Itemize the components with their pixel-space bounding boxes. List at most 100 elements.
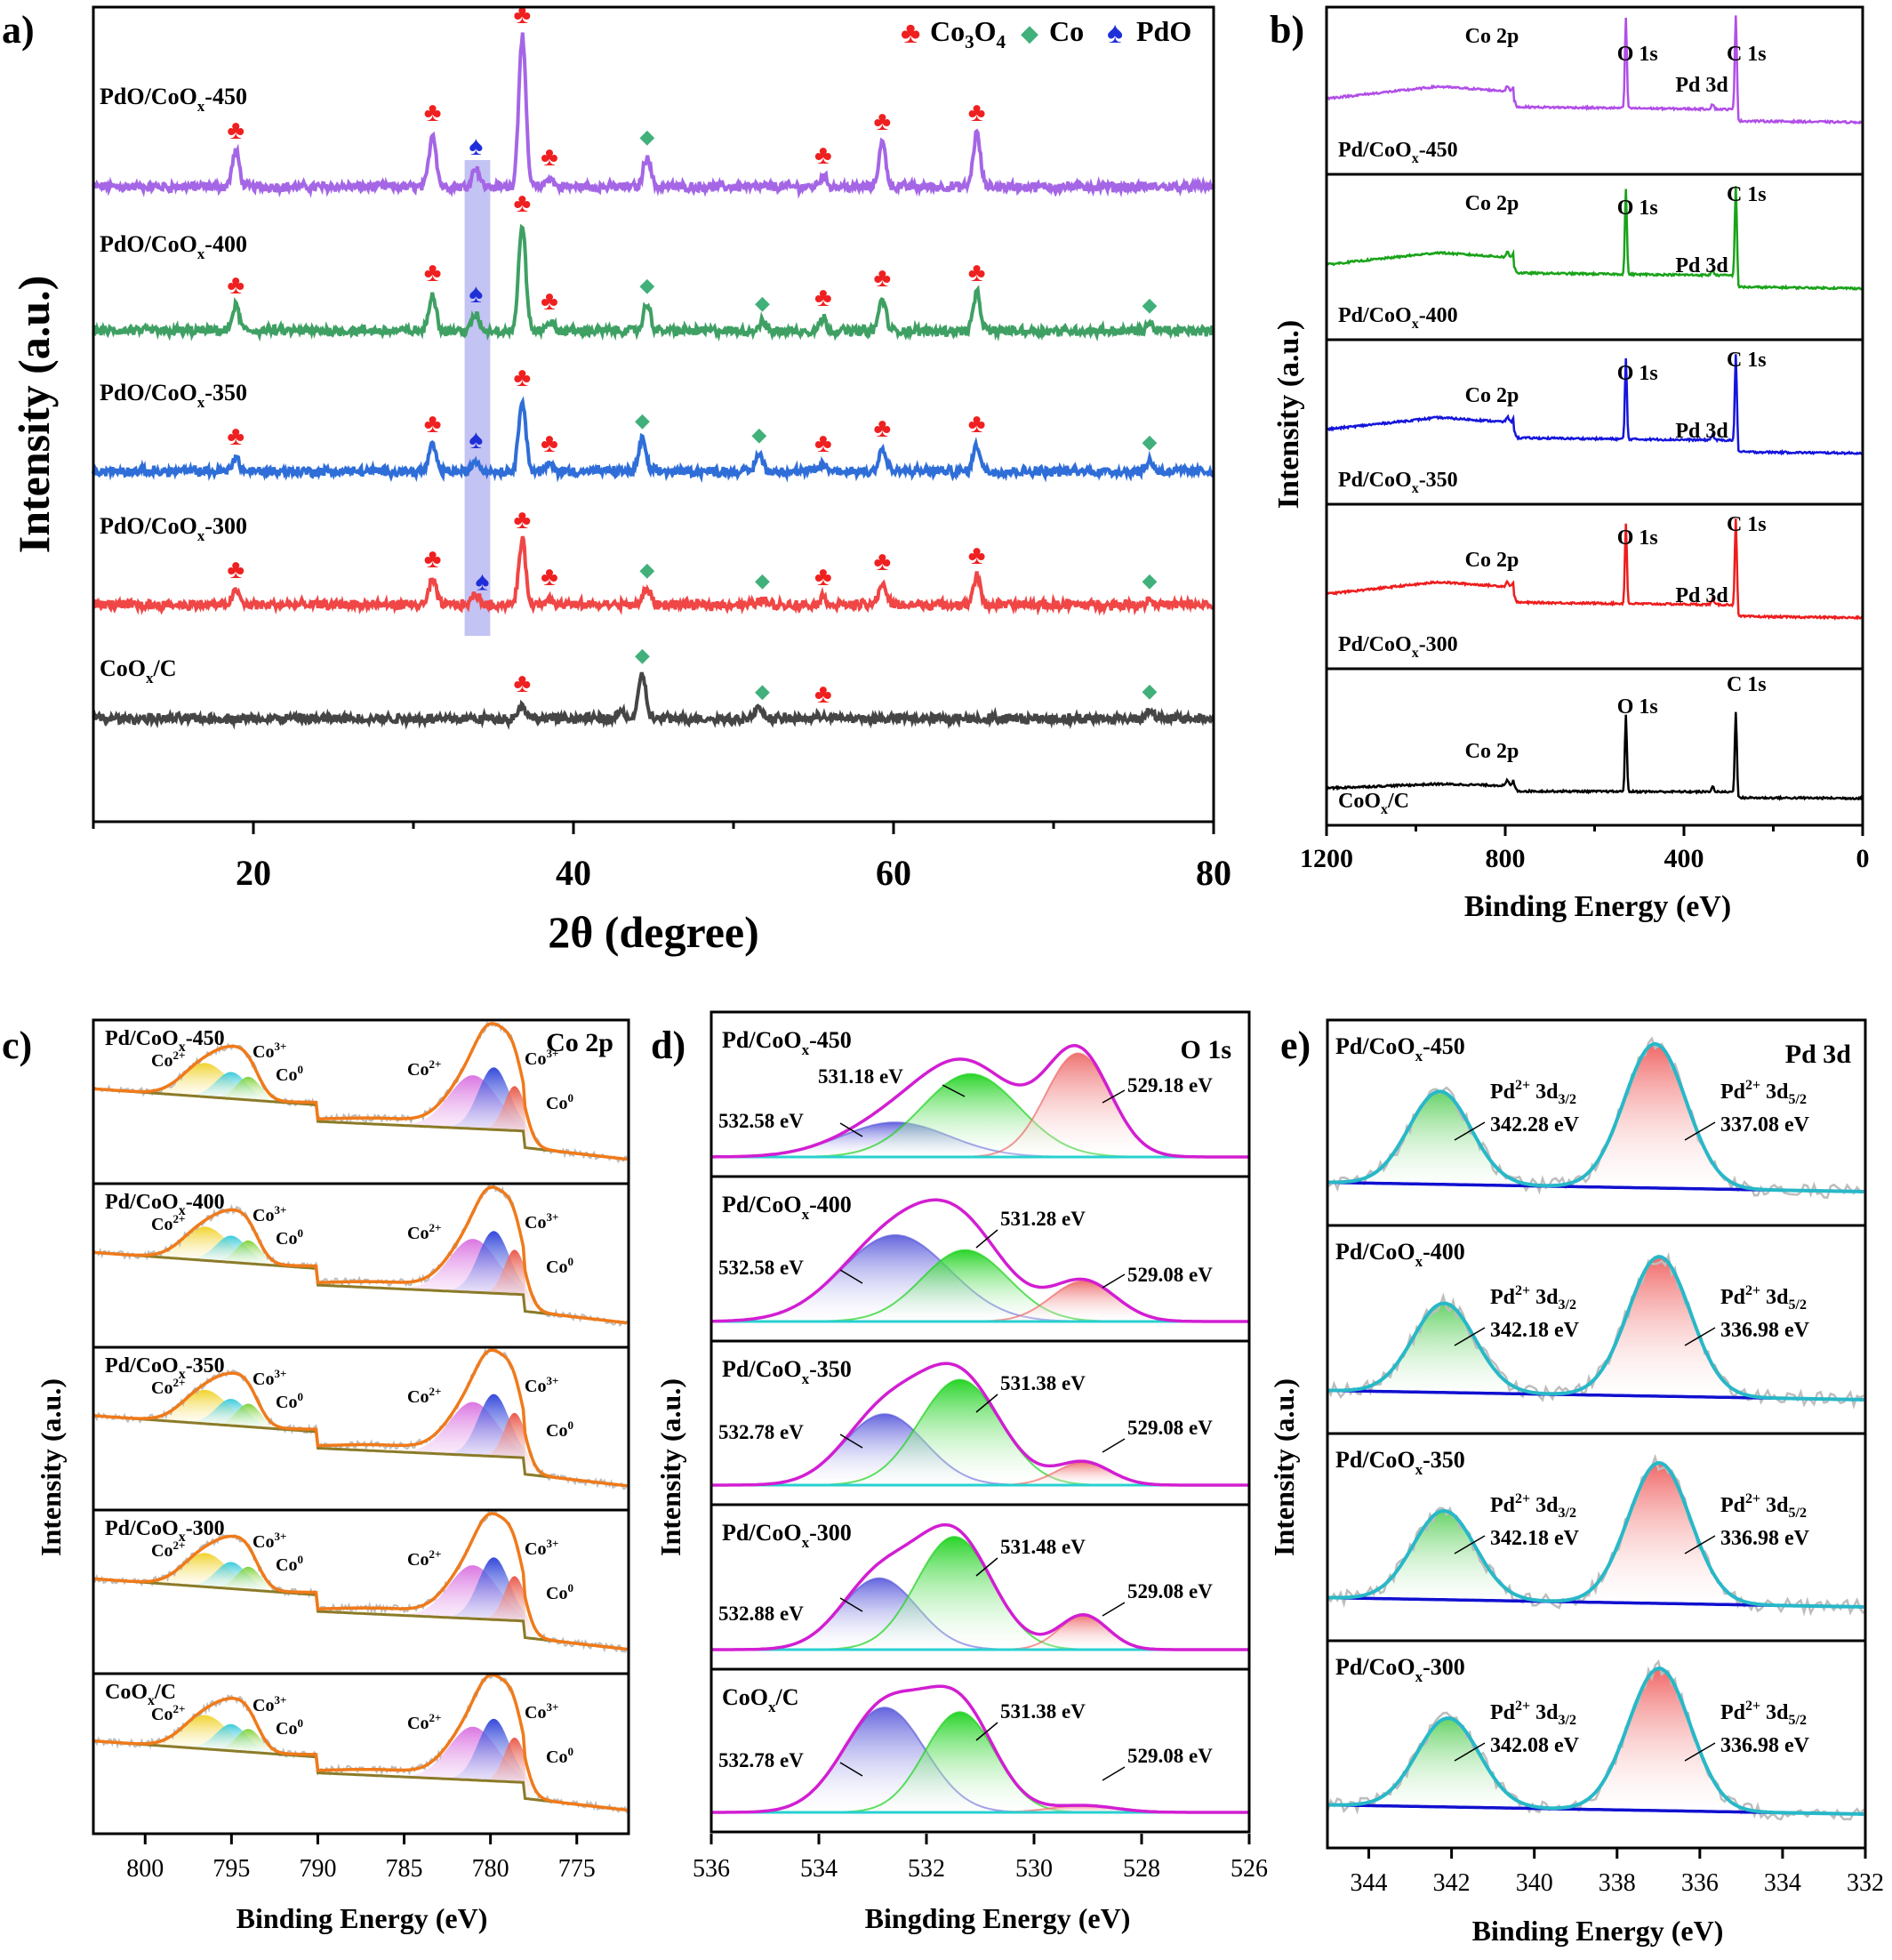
xrd-peak-marker-diamond: ◆ bbox=[751, 423, 766, 446]
panel-b-label: b) bbox=[1270, 8, 1304, 52]
o1s-peak-label: 532.58 eV bbox=[718, 1110, 804, 1132]
survey-peak-label: O 1s bbox=[1617, 197, 1658, 220]
pd3d-peak-species: Pd2+ 3d3/2 bbox=[1490, 1491, 1576, 1521]
pd3d-peak-leader bbox=[1454, 1535, 1486, 1554]
pd3d-series-label: Pd/CoOx-450 bbox=[1335, 1033, 1465, 1064]
xrd-peak-marker-club: ♣ bbox=[874, 547, 892, 576]
o1s-tick-label: 534 bbox=[800, 1855, 838, 1883]
survey-series-label: CoOx/C bbox=[1338, 790, 1409, 817]
xrd-peak-marker-diamond: ◆ bbox=[1142, 679, 1158, 702]
legend-co3o4-marker: ♣ bbox=[901, 17, 920, 50]
xrd-peak-marker-club: ♣ bbox=[514, 505, 532, 534]
o1s-peak-label: 531.18 eV bbox=[818, 1065, 903, 1088]
co2p-subframe bbox=[92, 1672, 630, 1835]
xrd-peak-marker-club: ♣ bbox=[814, 679, 832, 709]
o1s-peak-leader bbox=[975, 1557, 998, 1577]
o1s-series-label: Pd/CoOx-400 bbox=[722, 1192, 852, 1223]
survey-curve bbox=[1326, 354, 1863, 456]
co2p-envelope bbox=[92, 1022, 628, 1161]
pd3d-tick-label: 334 bbox=[1764, 1869, 1801, 1897]
xrd-peak-marker-diamond: ◆ bbox=[1142, 430, 1158, 453]
panel-e-frames bbox=[1326, 1018, 1867, 1850]
co2p-component-label: Co3+ bbox=[525, 1537, 558, 1559]
o1s-peak-label: 532.78 eV bbox=[718, 1421, 804, 1443]
co2p-component-label: Co0 bbox=[276, 1390, 303, 1412]
o1s-series-label: Pd/CoOx-450 bbox=[722, 1027, 852, 1058]
co2p-envelope bbox=[92, 1348, 628, 1488]
co2p-component-label: Co0 bbox=[546, 1745, 573, 1767]
pd3d-subframe bbox=[1326, 1639, 1867, 1850]
o1s-envelope bbox=[711, 1198, 1249, 1323]
xrd-peak-marker-club: ♣ bbox=[227, 116, 245, 145]
survey-series-label: Pd/CoOx-400 bbox=[1338, 304, 1458, 332]
o1s-envelope bbox=[711, 1362, 1249, 1487]
xrd-peak-marker-club: ♣ bbox=[874, 414, 892, 443]
panel-e-pd3d: e) Pd/CoOx-450 Pd2+ 3d3/2 342.28 eV Pd2+ 3d… bbox=[1268, 1018, 1884, 1947]
panel-a-xticks: 20 40 60 80 bbox=[92, 822, 1231, 893]
survey-series-4: CoOx/C Co 2p O 1s C 1s bbox=[1326, 673, 1864, 817]
pd3d-envelope bbox=[1327, 1041, 1864, 1193]
co2p-component bbox=[431, 1067, 557, 1152]
co2p-baseline bbox=[92, 1414, 628, 1488]
o1s-peak-leader bbox=[975, 1722, 998, 1741]
co2p-series-label: Pd/CoOx-450 bbox=[105, 1027, 225, 1055]
o1s-peak-leader bbox=[839, 1762, 863, 1777]
pd3d-tick-label: 342 bbox=[1433, 1869, 1471, 1897]
o1s-peak-label: 532.88 eV bbox=[718, 1603, 804, 1625]
xrd-peak-marker-diamond: ◆ bbox=[639, 558, 654, 581]
co2p-component bbox=[473, 1086, 557, 1152]
o1s-series-4: CoOx/C 532.78 eV 531.38 eV 529.08 eV bbox=[711, 1684, 1249, 1814]
xrd-curve bbox=[92, 223, 1215, 342]
co2p-component-label: Co0 bbox=[546, 1418, 573, 1441]
pdo-highlight-band bbox=[464, 160, 491, 636]
survey-series-0: Pd/CoOx-450 Co 2p O 1s Pd 3d C 1s bbox=[1326, 15, 1864, 166]
o1s-component bbox=[711, 1462, 1249, 1485]
pd3d-peak-energy: 336.98 eV bbox=[1720, 1734, 1810, 1757]
pd3d-envelope bbox=[1327, 1667, 1864, 1816]
co2p-tick-label: 795 bbox=[212, 1855, 250, 1883]
o1s-peak-label: 529.08 eV bbox=[1127, 1417, 1213, 1439]
survey-peak-label: O 1s bbox=[1617, 695, 1658, 719]
co2p-envelope bbox=[92, 1512, 628, 1651]
pd3d-series-2: Pd/CoOx-350 Pd2+ 3d3/2 342.18 eV Pd2+ 3d5/2… bbox=[1327, 1447, 1865, 1617]
co2p-component-label: Co3+ bbox=[253, 1203, 286, 1225]
xrd-peak-marker-club: ♣ bbox=[541, 429, 558, 458]
co2p-baseline bbox=[92, 1250, 628, 1324]
xrd-peak-marker-diamond: ◆ bbox=[1142, 293, 1158, 316]
o1s-subframe bbox=[710, 1667, 1251, 1834]
o1s-envelope bbox=[711, 1043, 1249, 1159]
o1s-component bbox=[711, 1414, 1249, 1485]
survey-curve bbox=[1325, 518, 1864, 621]
pd3d-component bbox=[1327, 1303, 1865, 1400]
xrd-peak-marker-club: ♣ bbox=[424, 544, 442, 574]
pd3d-tick-label: 332 bbox=[1847, 1869, 1884, 1897]
pd3d-peak-energy: 337.08 eV bbox=[1720, 1113, 1810, 1137]
legend-co-marker: ◆ bbox=[1021, 20, 1038, 46]
survey-curve bbox=[1326, 711, 1864, 802]
xrd-series-3: PdO/CoOx-300 ♣ ♣ ♠ ♣ ♣ ◆ ◆ ♣ ♣ ♣ ◆ bbox=[92, 505, 1215, 616]
panel-d-xticks: 536 534 532 530 528 526 bbox=[693, 1834, 1268, 1883]
o1s-peak-leader bbox=[1102, 1438, 1126, 1453]
co2p-component-label: Co3+ bbox=[525, 1374, 558, 1396]
survey-series-label: Pd/CoOx-350 bbox=[1338, 469, 1458, 496]
xrd-peak-marker-club: ♣ bbox=[227, 555, 245, 584]
o1s-peak-leader bbox=[839, 1269, 863, 1284]
o1s-peak-leader bbox=[975, 1229, 998, 1249]
survey-series-1: Pd/CoOx-400 Co 2p O 1s Pd 3d C 1s bbox=[1326, 183, 1864, 332]
pd3d-peak-species: Pd2+ 3d3/2 bbox=[1490, 1078, 1576, 1107]
xrd-peak-marker-club: ♣ bbox=[227, 422, 245, 451]
co2p-component bbox=[473, 1737, 557, 1803]
pd3d-tick-label: 340 bbox=[1516, 1869, 1553, 1897]
o1s-tick-label: 536 bbox=[693, 1855, 730, 1883]
co2p-baseline bbox=[92, 1087, 628, 1161]
pd3d-tick-label: 338 bbox=[1599, 1869, 1636, 1897]
pd3d-series-3: Pd/CoOx-300 Pd2+ 3d3/2 342.08 eV Pd2+ 3d5/2… bbox=[1326, 1654, 1865, 1821]
xrd-peak-marker-club: ♣ bbox=[814, 429, 832, 458]
pd3d-peak-energy: 342.18 eV bbox=[1490, 1527, 1580, 1550]
panel-d-ylabel: Intensity (a.u.) bbox=[654, 1378, 686, 1556]
